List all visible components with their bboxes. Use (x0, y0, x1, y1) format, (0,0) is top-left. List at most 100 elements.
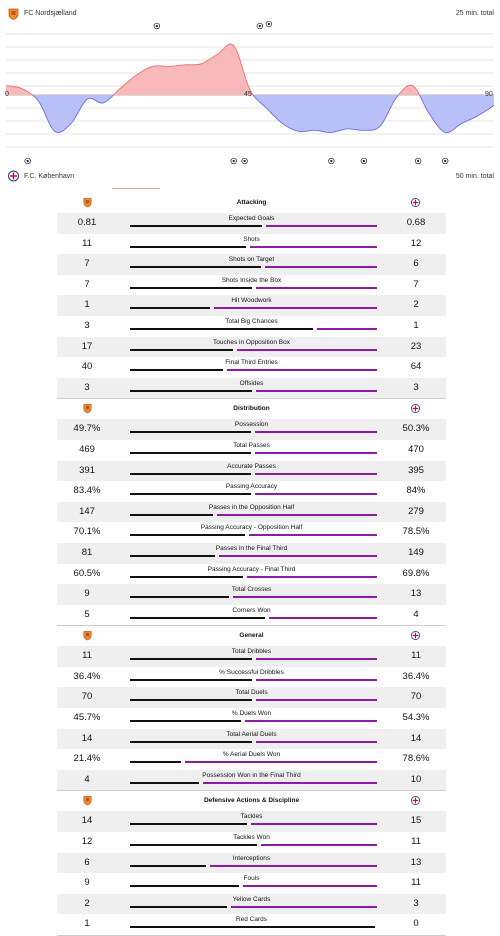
stat-row: 469 Total Passes 470 (57, 440, 446, 461)
comparison-bar (130, 761, 377, 764)
stat-label: Offsides (239, 379, 264, 387)
comparison-bar (130, 885, 377, 888)
away-event-icon-4-core (362, 159, 365, 163)
away-bar (247, 575, 377, 578)
home-value: 3 (84, 381, 90, 393)
away-bar (231, 905, 377, 908)
comparison-bar (130, 699, 377, 702)
comparison-bar (130, 926, 377, 929)
stat-label: Shots (243, 235, 260, 243)
home-value: 83.4% (73, 485, 101, 497)
stat-row: 49.7% Possession 50.3% (57, 419, 446, 440)
stat-row: 14 Tackles 15 (57, 811, 446, 833)
away-total-time: 50 min. total (455, 173, 494, 180)
comparison-bar (130, 307, 377, 310)
away-bar (255, 451, 377, 454)
away-value: 50.3% (402, 423, 430, 435)
home-bar (130, 761, 181, 764)
stat-label: Accurate Passes (227, 462, 276, 470)
away-bar (266, 225, 377, 227)
away-value: 23 (410, 340, 422, 352)
stat-row: 40 Final Third Entries 64 (57, 357, 446, 378)
home-bar (130, 575, 243, 578)
home-value: 14 (81, 815, 93, 827)
stat-label: Expected Goals (228, 215, 275, 222)
home-crest-icon (83, 198, 92, 208)
away-value: 36.4% (402, 670, 430, 682)
home-bar (130, 225, 262, 227)
home-value: 9 (84, 877, 90, 889)
away-value: 3 (413, 897, 419, 909)
away-value: 0.68 (406, 217, 426, 228)
home-bar (130, 926, 375, 929)
away-bar (227, 369, 377, 372)
home-value: 5 (84, 608, 90, 620)
away-value: 10 (410, 773, 422, 785)
away-value: 149 (408, 546, 424, 558)
stat-row: 7 Shots Inside the Box 7 (57, 275, 446, 296)
home-value: 1 (84, 918, 90, 930)
home-team-name: FC Nordsjælland (24, 10, 77, 17)
home-value: 11 (82, 237, 92, 249)
stat-row: 3 Offsides 3 (57, 377, 446, 399)
away-value: 4 (413, 608, 419, 620)
away-bar (256, 658, 377, 661)
comparison-bar (130, 844, 377, 847)
home-bar (130, 554, 215, 557)
home-total-time: 25 min. total (455, 10, 494, 17)
stat-label: Passing Accuracy - Opposition Half (200, 524, 303, 532)
away-bar (219, 554, 377, 557)
stat-row: 45.7% % Duels Won 54.3% (57, 708, 446, 729)
x-label-half: 45 (244, 91, 252, 98)
stat-row: 4 Possession Won in the Final Third 10 (57, 769, 446, 791)
home-bar (130, 307, 210, 310)
away-value: 13 (410, 856, 422, 868)
stat-row: 14 Total Aerial Duels 14 (57, 728, 446, 750)
stat-row: 9 Total Crosses 13 (57, 584, 446, 605)
home-momentum-line (5, 43, 421, 95)
home-value: 2 (84, 897, 90, 909)
section-title: Defensive Actions & Discipline (203, 797, 300, 805)
home-value: 1 (84, 299, 90, 311)
comparison-bar (130, 348, 377, 351)
stat-row: 0.81 Expected Goals 0.68 (57, 213, 446, 234)
stat-label: Total Aerial Duels (226, 730, 277, 738)
home-bar (130, 885, 239, 888)
momentum-panel: FC Nordsjælland 25 min. total 0 45 90 F.… (0, 0, 500, 190)
home-value: 49.7% (73, 423, 101, 435)
home-bar (130, 513, 213, 516)
away-bar (256, 286, 377, 289)
stat-label: Possession Won in the Final Third (202, 771, 301, 779)
away-momentum-line (31, 95, 495, 134)
accent-line (112, 188, 160, 189)
comparison-bar (130, 369, 377, 372)
stat-row: 7 Shots on Target 6 (57, 254, 446, 275)
stat-label: Fouls (243, 875, 260, 883)
section-header: Attacking (57, 193, 446, 213)
away-bar (214, 307, 377, 310)
away-momentum-area (6, 95, 494, 133)
comparison-bar (130, 658, 377, 661)
home-value: 469 (79, 443, 95, 455)
away-bar (203, 781, 377, 784)
away-value: 78.5% (402, 526, 430, 538)
comparison-bar (130, 431, 377, 434)
home-bar (130, 699, 252, 702)
stat-row: 5 Corners Won 4 (57, 605, 446, 626)
away-bar (237, 348, 377, 351)
home-value: 21.4% (73, 753, 101, 765)
stat-label: Tackles Won (233, 834, 270, 842)
stat-row: 12 Tackles Won 11 (57, 832, 446, 853)
stat-label: Tackles (240, 813, 263, 821)
away-value: 54.3% (402, 712, 430, 724)
stat-row: 391 Accurate Passes 395 (57, 460, 446, 482)
x-label-end: 90 (485, 91, 493, 98)
away-value: 78.6% (402, 753, 430, 765)
home-value: 17 (81, 340, 93, 352)
away-bar (269, 616, 377, 619)
stat-label: Passing Accuracy - Final Third (207, 565, 296, 573)
home-momentum-area (6, 44, 494, 95)
away-value: 1 (413, 319, 419, 331)
home-bar (130, 658, 252, 661)
stat-row: 3 Total Big Chances 1 (57, 316, 446, 337)
